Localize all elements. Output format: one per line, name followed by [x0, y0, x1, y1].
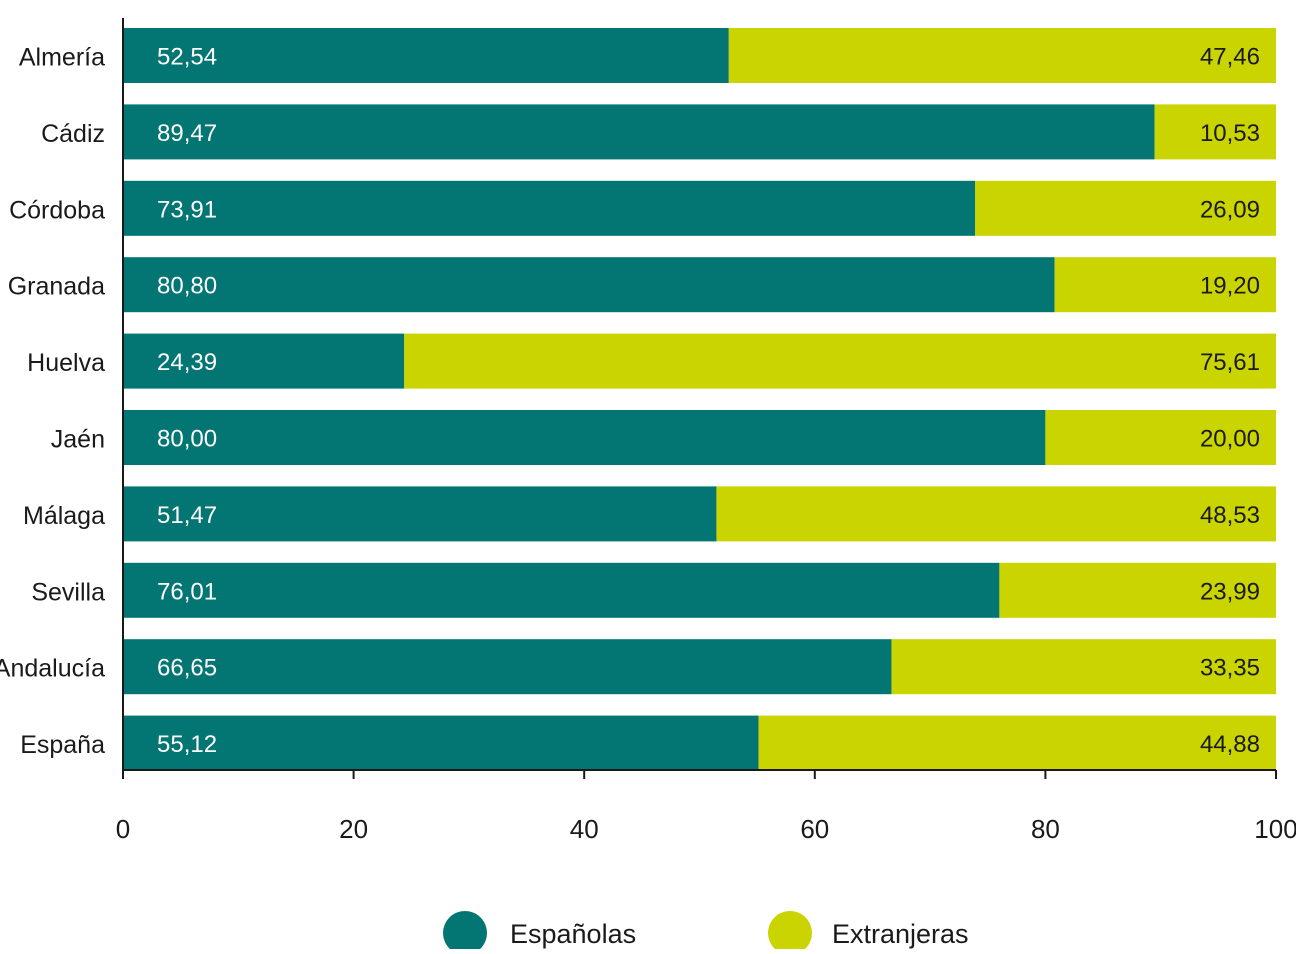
bar-extranjeras-granada	[1054, 257, 1276, 313]
data-label-espanolas-malaga: 51,47	[157, 502, 217, 529]
data-label-espanolas-cadiz: 89,47	[157, 120, 217, 147]
x-tick-label-100: 100	[1254, 814, 1296, 844]
data-label-espanolas-granada: 80,80	[157, 273, 217, 300]
legend-label-extranjeras: Extranjeras	[832, 919, 969, 949]
data-label-extranjeras-jaen: 20,00	[1200, 426, 1260, 453]
data-label-espanolas-cordoba: 73,91	[157, 196, 217, 223]
category-label-sevilla: Sevilla	[31, 578, 105, 606]
x-tick-label-60: 60	[800, 814, 829, 844]
category-label-cordoba: Córdoba	[9, 196, 105, 224]
bar-espanolas-cordoba	[123, 180, 976, 236]
bar-espanolas-almeria	[123, 28, 729, 83]
category-label-huelva: Huelva	[27, 349, 105, 377]
data-label-extranjeras-cadiz: 10,53	[1200, 120, 1260, 147]
category-label-jaen: Jaén	[51, 426, 105, 454]
bar-extranjeras-cordoba	[975, 180, 1276, 236]
bar-espanolas-espana	[123, 715, 759, 771]
bar-espanolas-jaen	[123, 410, 1046, 465]
bar-extranjeras-espana	[758, 715, 1276, 771]
bar-extranjeras-andalucia	[891, 639, 1276, 695]
data-label-espanolas-jaen: 80,00	[157, 426, 217, 453]
data-label-espanolas-almeria: 52,54	[157, 44, 217, 71]
bar-extranjeras-almeria	[728, 28, 1276, 83]
bar-espanolas-huelva	[123, 333, 405, 389]
category-label-almeria: Almería	[19, 44, 105, 72]
data-label-extranjeras-andalucia: 33,35	[1200, 655, 1260, 682]
data-label-extranjeras-almeria: 47,46	[1200, 44, 1260, 71]
data-label-extranjeras-malaga: 48,53	[1200, 502, 1260, 529]
category-label-cadiz: Cádiz	[41, 120, 105, 148]
bar-extranjeras-jaen	[1045, 410, 1276, 465]
data-label-espanolas-huelva: 24,39	[157, 349, 217, 376]
legend: Españolas Extranjeras	[443, 911, 969, 954]
x-tick-label-0: 0	[116, 814, 130, 844]
legend-swatch-espanolas	[443, 911, 487, 954]
bars-layer: 52,54 47,46 89,47 10,53 73,91 26,09 80,80 19,20…	[123, 28, 1277, 771]
bar-extranjeras-huelva	[404, 333, 1277, 389]
bar-extranjeras-cadiz	[1154, 104, 1276, 160]
legend-label-espanolas: Españolas	[510, 919, 636, 949]
bar-espanolas-granada	[123, 257, 1055, 313]
axis-layer: Almería Cádiz Córdoba Granada Huelva Jaén Mála…	[0, 18, 1296, 844]
data-label-espanolas-espana: 55,12	[157, 731, 217, 758]
data-label-espanolas-andalucia: 66,65	[157, 655, 217, 682]
data-label-extranjeras-cordoba: 26,09	[1200, 196, 1260, 223]
category-label-espana: España	[20, 731, 105, 759]
data-label-extranjeras-espana: 44,88	[1200, 731, 1260, 758]
x-tick-label-40: 40	[570, 814, 599, 844]
bar-extranjeras-malaga	[716, 486, 1276, 542]
bar-espanolas-cadiz	[123, 104, 1155, 160]
category-label-andalucia: Andalucía	[0, 655, 105, 683]
x-tick-label-80: 80	[1031, 814, 1060, 844]
x-tick-label-20: 20	[339, 814, 368, 844]
bar-espanolas-andalucia	[123, 639, 892, 695]
data-label-extranjeras-sevilla: 23,99	[1200, 578, 1260, 605]
category-label-malaga: Málaga	[23, 502, 105, 530]
category-label-granada: Granada	[8, 273, 105, 301]
bar-espanolas-malaga	[123, 486, 717, 542]
bar-extranjeras-sevilla	[999, 562, 1276, 618]
data-label-extranjeras-huelva: 75,61	[1200, 349, 1260, 376]
legend-swatch-extranjeras	[768, 911, 812, 954]
data-label-espanolas-sevilla: 76,01	[157, 578, 217, 605]
bar-espanolas-sevilla	[123, 562, 1000, 618]
data-label-extranjeras-granada: 19,20	[1200, 273, 1260, 300]
